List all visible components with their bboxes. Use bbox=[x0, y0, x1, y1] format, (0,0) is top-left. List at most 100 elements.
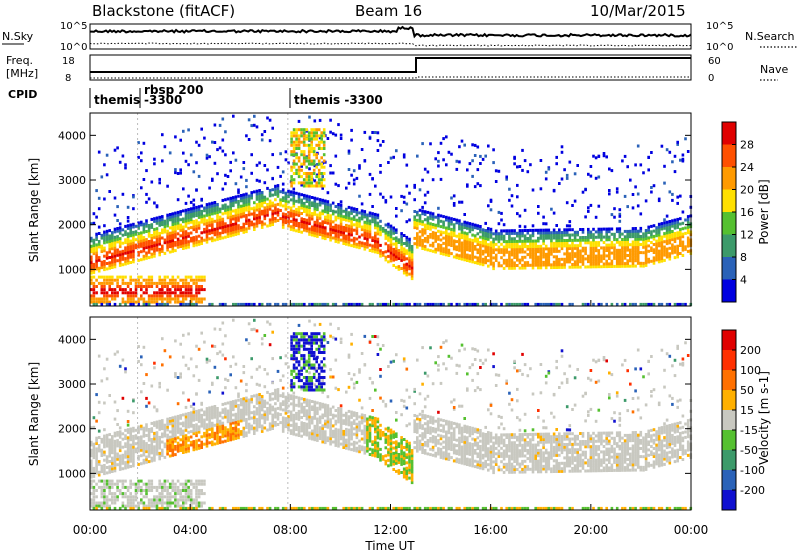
power-cell bbox=[203, 238, 206, 242]
power-cell bbox=[644, 245, 648, 249]
velocity-cell bbox=[211, 427, 214, 431]
velocity-cell bbox=[103, 464, 106, 467]
power-cell bbox=[445, 229, 448, 233]
velocity-cell bbox=[168, 495, 172, 499]
velocity-cell bbox=[145, 504, 148, 508]
power-cell bbox=[347, 181, 351, 185]
power-cell bbox=[111, 252, 114, 256]
power-cell bbox=[381, 195, 385, 199]
power-cell bbox=[581, 236, 585, 239]
velocity-cell bbox=[200, 479, 203, 483]
power-cell bbox=[129, 275, 132, 279]
power-cell bbox=[303, 207, 306, 211]
power-cell bbox=[568, 160, 572, 164]
power-cell bbox=[352, 242, 356, 246]
power-cell bbox=[305, 210, 309, 214]
velocity-cell bbox=[182, 413, 185, 417]
power-cell bbox=[431, 223, 435, 226]
power-cell bbox=[518, 258, 522, 262]
velocity-cell bbox=[163, 485, 167, 489]
power-cell bbox=[363, 226, 367, 230]
velocity-cell bbox=[192, 416, 196, 419]
power-cell bbox=[247, 226, 251, 230]
power-cell bbox=[531, 263, 535, 267]
power-cell bbox=[389, 248, 393, 252]
power-cell bbox=[200, 275, 203, 279]
power-cell bbox=[573, 238, 577, 242]
power-cell bbox=[292, 220, 296, 224]
power-cell bbox=[331, 132, 335, 136]
power-cell bbox=[592, 254, 595, 258]
power-cell bbox=[544, 247, 548, 251]
power-cell bbox=[324, 221, 327, 224]
power-cell bbox=[247, 194, 251, 198]
velocity-cell bbox=[176, 504, 180, 508]
velocity-cell bbox=[218, 411, 222, 415]
power-cell bbox=[573, 252, 577, 256]
velocity-cell bbox=[158, 495, 161, 499]
power-cell bbox=[113, 302, 117, 306]
velocity-cell bbox=[92, 504, 96, 508]
velocity-cell bbox=[250, 357, 253, 361]
power-cell bbox=[552, 241, 556, 245]
velocity-cell bbox=[171, 453, 175, 457]
power-cell bbox=[679, 217, 682, 221]
velocity-cell bbox=[192, 410, 196, 414]
power-cell bbox=[126, 285, 130, 288]
power-cell bbox=[400, 267, 403, 270]
power-cell bbox=[652, 229, 656, 233]
power-cell bbox=[255, 205, 259, 209]
power-cell bbox=[560, 257, 564, 261]
power-cell bbox=[523, 255, 527, 259]
velocity-cell bbox=[205, 357, 209, 361]
power-cell bbox=[497, 237, 501, 241]
power-cell bbox=[345, 207, 348, 211]
power-cell bbox=[307, 184, 311, 188]
power-cell bbox=[558, 302, 561, 306]
power-cell bbox=[326, 213, 330, 217]
power-cell bbox=[521, 234, 524, 238]
power-cell bbox=[221, 225, 225, 229]
velocity-cell bbox=[205, 428, 209, 432]
velocity-cell bbox=[168, 482, 172, 486]
power-cell bbox=[463, 220, 466, 224]
power-cell bbox=[558, 228, 561, 232]
power-cell bbox=[189, 212, 193, 216]
power-cell bbox=[463, 302, 466, 306]
power-cell bbox=[429, 222, 432, 226]
power-cell bbox=[342, 239, 345, 243]
power-cell bbox=[592, 249, 595, 253]
power-cell bbox=[508, 253, 511, 257]
power-cell bbox=[337, 213, 340, 217]
power-cell bbox=[142, 300, 146, 304]
power-cell bbox=[597, 262, 601, 266]
velocity-cell bbox=[174, 426, 177, 430]
power-cell bbox=[423, 231, 427, 235]
velocity-cell bbox=[140, 390, 143, 394]
velocity-cell bbox=[129, 485, 132, 489]
power-cell bbox=[140, 288, 143, 292]
power-cell bbox=[276, 192, 280, 196]
power-cell bbox=[281, 204, 285, 208]
power-cell bbox=[124, 291, 127, 295]
power-cell bbox=[550, 247, 553, 251]
power-cell bbox=[400, 245, 403, 249]
power-cell bbox=[668, 241, 672, 245]
velocity-cell bbox=[95, 489, 98, 492]
power-cell bbox=[226, 205, 230, 209]
power-cell bbox=[205, 235, 209, 239]
velocity-cell bbox=[182, 501, 185, 505]
power-cell bbox=[229, 207, 232, 211]
power-cell bbox=[476, 259, 480, 263]
velocity-cell bbox=[258, 425, 261, 429]
power-cell bbox=[126, 237, 130, 241]
power-cell bbox=[455, 302, 459, 306]
power-cell bbox=[292, 172, 296, 175]
power-cell bbox=[531, 188, 535, 192]
power-cell bbox=[634, 302, 637, 306]
power-cell bbox=[579, 238, 582, 242]
power-cell bbox=[376, 139, 380, 143]
power-cell bbox=[560, 241, 564, 245]
velocity-cell bbox=[103, 501, 106, 505]
power-cell bbox=[400, 234, 403, 238]
